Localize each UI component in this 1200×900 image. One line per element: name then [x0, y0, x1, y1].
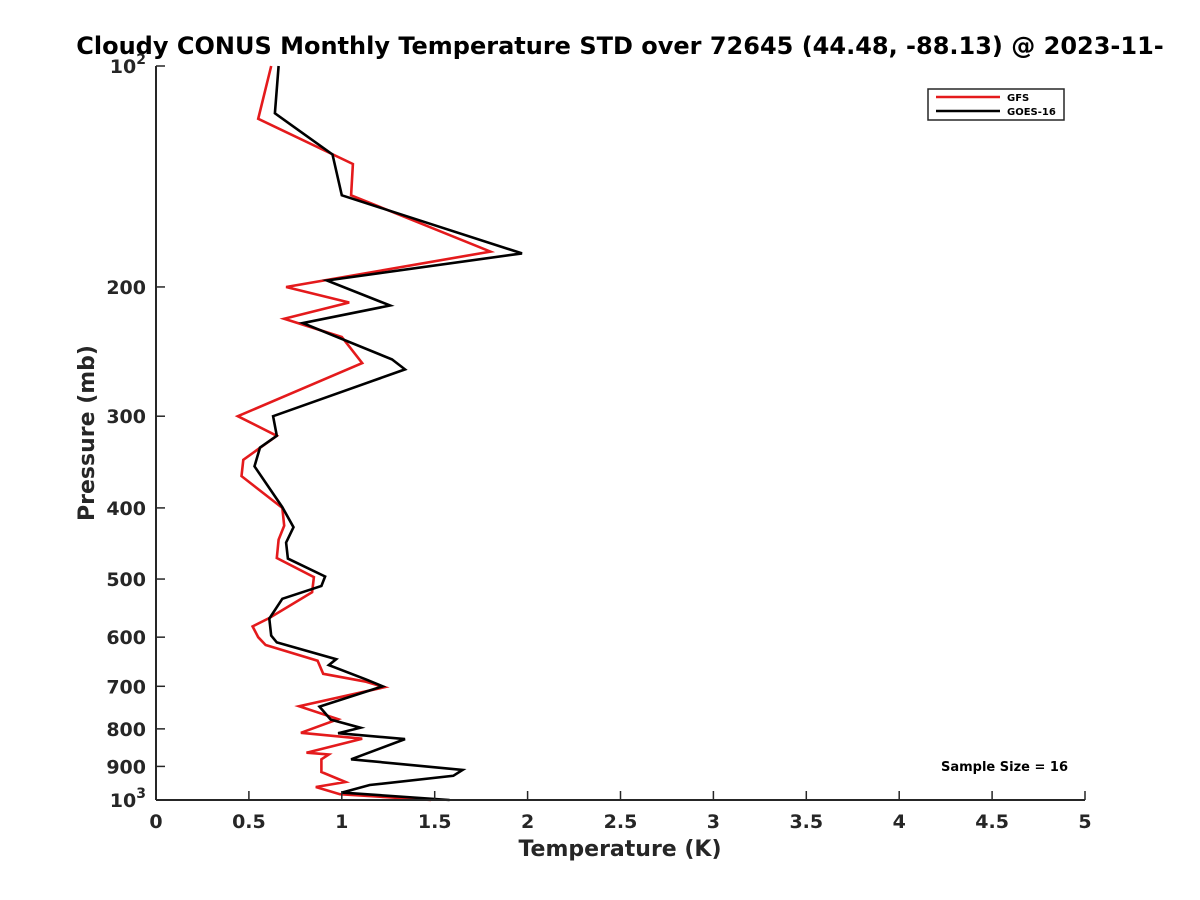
- y-tick-label: 900: [106, 756, 146, 778]
- x-tick-label: 4: [893, 811, 906, 833]
- x-tick-label: 3: [707, 811, 720, 833]
- x-tick-label: 5: [1078, 811, 1091, 833]
- y-tick-label: 800: [106, 719, 146, 741]
- legend-label-gfs: GFS: [1007, 93, 1029, 104]
- x-tick-label: 1.5: [418, 811, 452, 833]
- y-tick-label: 102: [110, 52, 146, 78]
- y-tick-label: 103: [110, 786, 146, 812]
- x-tick-label: 4.5: [975, 811, 1009, 833]
- y-tick-label: 400: [106, 498, 146, 520]
- y-tick-label: 500: [106, 569, 146, 591]
- chart-title: Cloudy CONUS Monthly Temperature STD ove…: [76, 32, 1163, 60]
- legend-label-goes16: GOES-16: [1007, 107, 1056, 118]
- series-layer: [234, 65, 523, 802]
- x-tick-label: 3.5: [789, 811, 823, 833]
- x-tick-label: 2: [521, 811, 534, 833]
- y-tick-label: 200: [106, 277, 146, 299]
- series-line-goes16: [253, 65, 523, 802]
- x-tick-label: 2.5: [604, 811, 638, 833]
- x-axis-label: Temperature (K): [518, 837, 721, 862]
- x-tick-label: 1: [335, 811, 348, 833]
- series-line-gfs: [234, 65, 496, 802]
- y-axis-label: Pressure (mb): [75, 345, 100, 521]
- y-tick-label: 700: [106, 676, 146, 698]
- y-tick-label: 600: [106, 627, 146, 649]
- x-tick-label: 0.5: [232, 811, 266, 833]
- x-ticks: 0 0.5 1 1.5 2 2.5 3 3.5 4 4.5 5: [149, 791, 1092, 833]
- legend: GFS GOES-16: [927, 88, 1065, 121]
- x-tick-label: 0: [149, 811, 162, 833]
- y-tick-label: 300: [106, 406, 146, 428]
- y-ticks: 102 200 300 400 500 600 700 800 900 103: [106, 52, 165, 812]
- legend-box: [927, 88, 1065, 121]
- sample-size-annotation: Sample Size = 16: [941, 760, 1068, 775]
